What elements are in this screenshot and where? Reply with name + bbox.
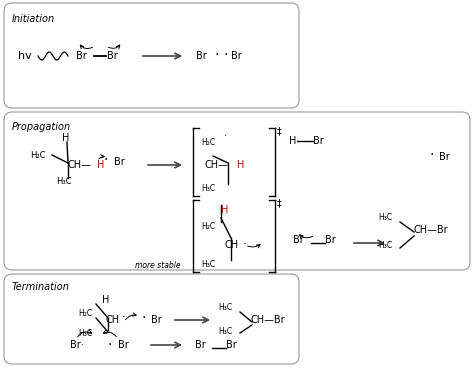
Text: H₃C: H₃C bbox=[218, 304, 232, 312]
Text: H: H bbox=[289, 136, 296, 146]
Text: hv: hv bbox=[18, 51, 32, 61]
Text: H₂C: H₂C bbox=[78, 309, 92, 318]
Text: ‡: ‡ bbox=[277, 126, 282, 136]
Text: Br: Br bbox=[195, 340, 206, 350]
Text: H: H bbox=[102, 295, 109, 305]
Text: H₃C: H₃C bbox=[218, 326, 232, 336]
Text: CH—Br: CH—Br bbox=[251, 315, 286, 325]
Text: CH: CH bbox=[106, 315, 120, 325]
Text: H₃C: H₃C bbox=[378, 241, 392, 250]
Text: H₃C: H₃C bbox=[201, 184, 215, 193]
Text: CH—Br: CH—Br bbox=[414, 225, 448, 235]
Text: Br: Br bbox=[325, 235, 336, 245]
Text: ·: · bbox=[430, 148, 434, 162]
Text: H: H bbox=[97, 160, 104, 170]
FancyBboxPatch shape bbox=[4, 274, 299, 364]
Text: H₂C: H₂C bbox=[30, 151, 46, 159]
Text: Termination: Termination bbox=[12, 282, 70, 292]
Text: Br: Br bbox=[231, 51, 242, 61]
Text: H₂C: H₂C bbox=[201, 138, 215, 147]
Text: ·: · bbox=[215, 48, 219, 62]
Text: ·: · bbox=[104, 153, 109, 167]
Text: Br: Br bbox=[313, 136, 324, 146]
Text: H₂C: H₂C bbox=[201, 222, 215, 231]
Text: Br: Br bbox=[107, 51, 118, 61]
Text: Br: Br bbox=[196, 51, 207, 61]
Text: CH: CH bbox=[225, 240, 239, 250]
Text: H: H bbox=[237, 160, 245, 170]
Text: Br: Br bbox=[76, 51, 87, 61]
Text: Br: Br bbox=[226, 340, 237, 350]
Text: Br: Br bbox=[439, 152, 450, 162]
Text: H₃C: H₃C bbox=[378, 213, 392, 223]
Text: H₃C: H₃C bbox=[78, 329, 92, 339]
Text: Initiation: Initiation bbox=[12, 14, 55, 24]
Text: ·: · bbox=[142, 311, 146, 325]
Text: Br: Br bbox=[151, 315, 162, 325]
Text: ·: · bbox=[122, 311, 126, 325]
Text: H₃C: H₃C bbox=[201, 260, 215, 269]
Text: CH—: CH— bbox=[68, 160, 92, 170]
Text: Br: Br bbox=[293, 235, 304, 245]
Text: more stable: more stable bbox=[135, 261, 181, 270]
Text: ·: · bbox=[243, 238, 247, 251]
Text: Br·: Br· bbox=[70, 340, 84, 350]
Text: ·: · bbox=[108, 338, 112, 352]
Text: H: H bbox=[62, 133, 69, 143]
Text: ‡: ‡ bbox=[277, 198, 282, 208]
Text: Propagation: Propagation bbox=[12, 122, 71, 132]
Text: Br: Br bbox=[118, 340, 129, 350]
FancyBboxPatch shape bbox=[4, 112, 470, 270]
Text: ˙: ˙ bbox=[223, 135, 228, 145]
FancyBboxPatch shape bbox=[4, 3, 299, 108]
Text: H: H bbox=[221, 205, 228, 215]
Text: H₃C: H₃C bbox=[56, 177, 72, 187]
Text: CH—: CH— bbox=[205, 160, 229, 170]
Text: ·: · bbox=[224, 48, 228, 62]
Text: Br: Br bbox=[114, 157, 125, 167]
